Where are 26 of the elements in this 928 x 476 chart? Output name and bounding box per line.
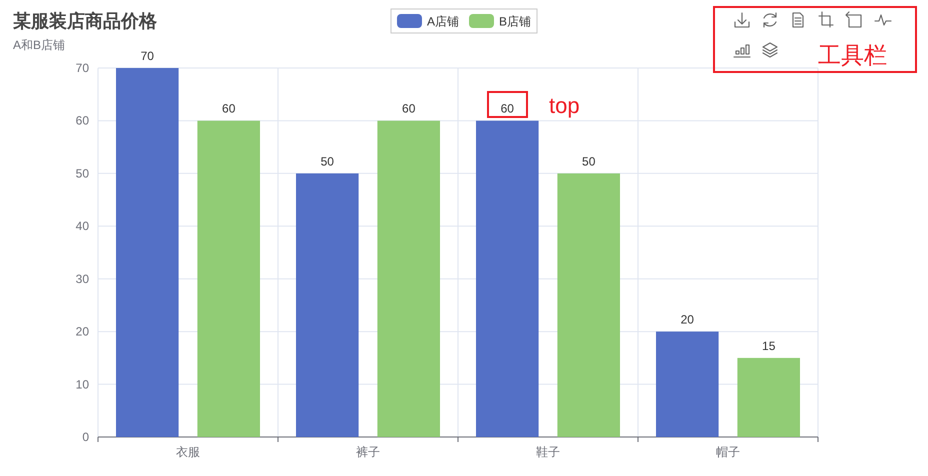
y-tick-label: 50 — [76, 166, 90, 180]
legend-label: A店铺 — [426, 14, 459, 28]
x-tick-label: 鞋子 — [536, 445, 560, 459]
data-label: 15 — [762, 338, 776, 353]
y-tick-label: 20 — [76, 324, 90, 339]
y-tick-label: 40 — [76, 219, 90, 234]
data-label: 60 — [402, 102, 416, 116]
data-label: 60 — [222, 102, 236, 116]
legend-label: B店铺 — [499, 14, 532, 28]
data-label: 50 — [582, 154, 596, 168]
y-tick-label: 10 — [76, 377, 90, 392]
data-label: 60 — [500, 102, 514, 116]
data-label: 70 — [140, 49, 154, 63]
y-tick-label: 0 — [82, 430, 90, 444]
x-tick-label: 裤子 — [356, 445, 380, 459]
y-tick-label: 60 — [76, 114, 90, 128]
chart-title: 某服装店商品价格 — [12, 11, 158, 31]
text: 工具栏 — [818, 42, 887, 68]
y-tick-label: 30 — [76, 272, 90, 286]
data-label: 20 — [680, 312, 694, 327]
y-tick-label: 70 — [76, 61, 90, 75]
data-label: 50 — [320, 154, 334, 168]
annotation: top — [549, 93, 580, 118]
chart-subtitle: A和B店铺 — [13, 38, 66, 52]
x-tick-label: 帽子 — [716, 445, 740, 459]
x-tick-label: 衣服 — [176, 445, 200, 459]
